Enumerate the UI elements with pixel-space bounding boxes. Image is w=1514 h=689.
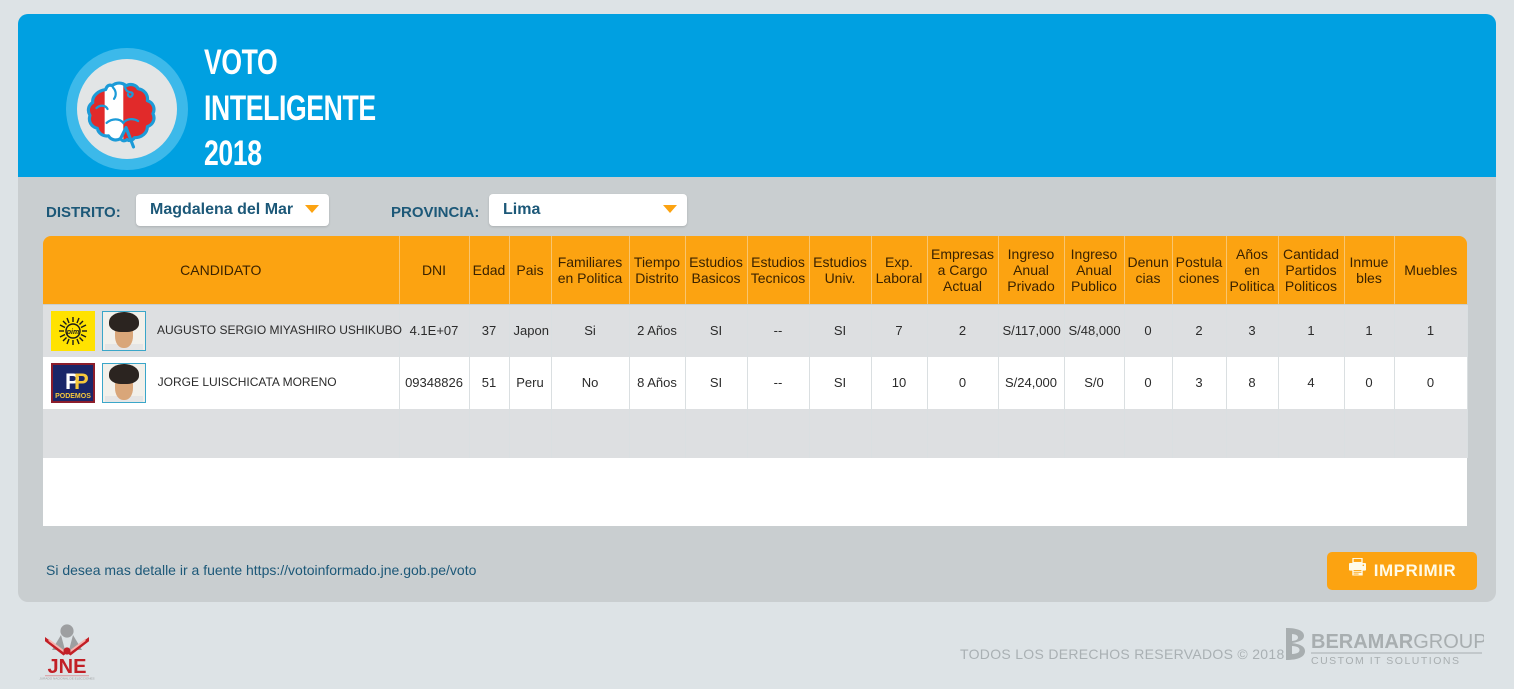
svg-text:JURADO NACIONAL DE ELECCIONES: JURADO NACIONAL DE ELECCIONES [39,676,94,680]
svg-text:CUSTOM IT SOLUTIONS: CUSTOM IT SOLUTIONS [1311,655,1460,667]
svg-text:P: P [74,369,89,394]
svg-text:pim: pim [66,329,79,336]
svg-text:BERAMARGROUP: BERAMARGROUP [1311,631,1484,653]
svg-text:PODEMOS: PODEMOS [55,393,91,400]
svg-text:JNE: JNE [48,656,87,678]
